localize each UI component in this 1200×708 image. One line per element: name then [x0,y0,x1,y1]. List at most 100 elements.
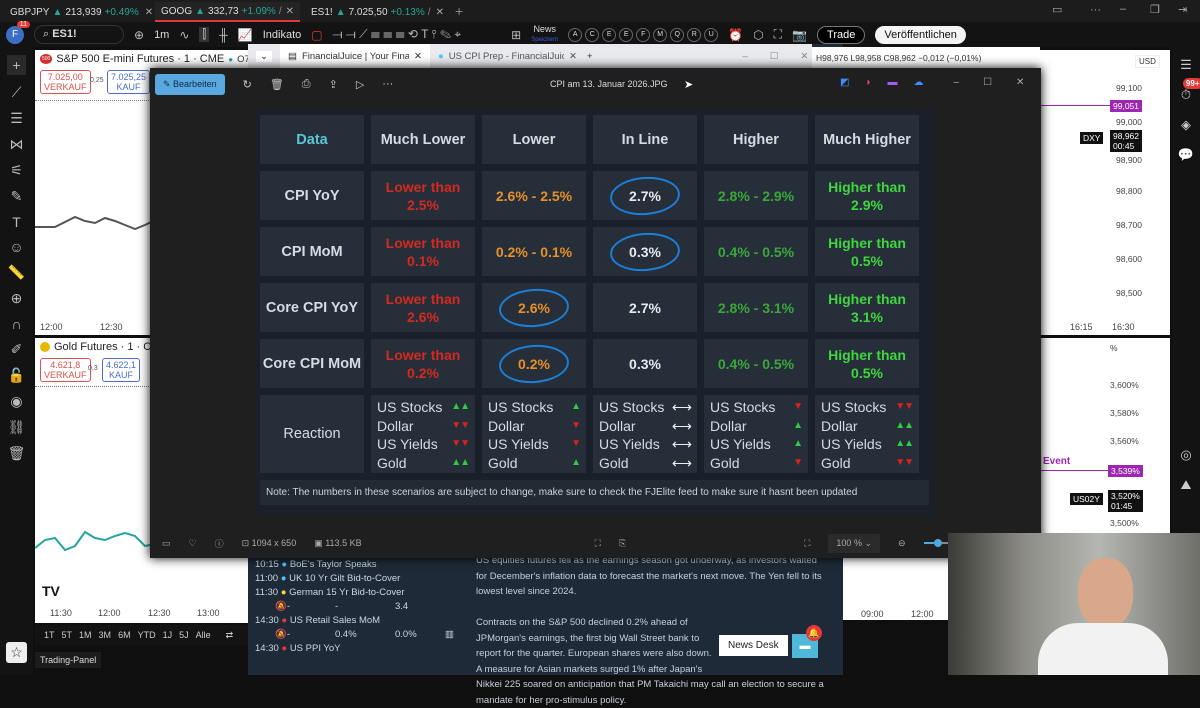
indicators-icon[interactable]: 📈 [237,27,253,42]
zoom-select[interactable]: 100 % ⌄ [828,533,880,553]
tab-list-icon[interactable]: ⌄ [256,50,272,62]
browser-tab-financialjuice[interactable]: ▤ FinancialJuice | Your Financial U ✕ [279,44,430,68]
watchlist-icon[interactable]: ☰ [1180,57,1192,72]
settings-icon[interactable]: ⬡ [753,27,764,42]
line-tools-icon[interactable]: ⟞ ⟞ ⟋ ☰ ☰ ☰ ⟲ T ⫯ ✎ ⌖ [332,27,462,41]
rotate-icon[interactable]: ↻ [242,78,252,91]
new-tab-icon[interactable]: + [586,50,593,62]
range-button[interactable]: YTD [137,630,156,640]
filmstrip-icon[interactable]: ▭ [162,537,171,548]
calendar-event[interactable]: 11:30 ● German 15 Yr Bid-to-Cover [255,586,470,600]
maximize-icon[interactable]: ☐ [983,77,993,88]
restore-icon[interactable]: ❐ [1150,4,1160,16]
edit-button[interactable]: ✎ Bearbeiten [155,73,225,95]
lower-chart[interactable]: 09:00 12:00 [843,555,948,620]
range-button[interactable]: Alle [195,630,211,640]
crosshair-icon[interactable]: + [7,55,26,75]
clipchamp-icon[interactable]: ◗ [865,77,872,88]
sell-button[interactable]: 4.621,8 VERKAUF [40,358,91,382]
text-icon[interactable]: T [12,214,21,230]
new-tab-icon[interactable]: + [455,3,464,19]
delete-icon[interactable]: 🗑 [269,78,284,91]
filter-letter-button[interactable]: E [602,27,617,42]
minimize-icon[interactable]: – [1120,3,1127,15]
close-icon[interactable]: ✕ [144,6,152,18]
exit-icon[interactable]: ⇥ [1178,4,1188,16]
more-icon[interactable]: ··· [1090,4,1101,16]
link-icon[interactable]: ⛓ [7,419,26,435]
fit-icon[interactable]: ⛶ [804,537,811,548]
fullscreen-icon[interactable]: ⛶ [773,27,783,41]
close-icon[interactable]: ✕ [414,50,422,62]
range-button[interactable]: 5J [179,630,189,640]
slideshow-icon[interactable]: ▷ [355,78,365,91]
camera-icon[interactable]: 📷 [792,27,808,42]
close-window-icon[interactable]: ✕ [800,50,809,62]
fib-icon[interactable]: ☰ [10,110,23,126]
browser-tab-es1[interactable]: ES1!▲7.025,50+0.13%/ New✕ [311,6,444,18]
filter-letter-button[interactable]: A [568,27,583,42]
mute-icon[interactable]: 🔕- [275,601,291,612]
trade-button[interactable]: Trade [817,25,866,44]
trendline-icon[interactable]: ⟋ [11,84,22,100]
range-button[interactable]: 1J [162,630,173,640]
designer-icon[interactable]: ◩ [840,77,850,88]
projection-icon[interactable]: ⚟ [10,162,23,178]
filter-letter-button[interactable]: F [636,27,651,42]
range-button[interactable]: 3M [98,630,112,640]
candles-icon[interactable]: ⫿ [199,27,210,42]
info-icon[interactable]: ⓘ [214,538,224,549]
date-range-icon[interactable]: ⇄ [225,629,234,640]
copilot-icon[interactable]: ▬ [887,77,898,88]
alerts-icon[interactable]: ⏱ 99+ [1181,78,1200,103]
news-button[interactable]: News Speichern [531,24,558,45]
trash-icon[interactable]: 🗑 [7,445,26,461]
chat-icon[interactable]: 💬 [1177,147,1195,162]
calendar-event[interactable]: 14:30 ● US Retail Sales MoM [255,614,470,628]
us02y-chart[interactable]: % 3,600% 3,580% 3,560% Event 3,539% US02… [1040,338,1170,533]
target-icon[interactable]: ◎ [1180,447,1192,462]
browser-tab-goog[interactable]: GOOG▲332,73+1.09%/ Equ✕ [155,2,300,22]
add-symbol-icon[interactable]: ⊕ [134,27,145,42]
text-scan-icon[interactable]: ⎘ [618,537,627,548]
filter-letter-button[interactable]: C [585,27,600,42]
bars-icon[interactable]: ╫ [219,27,228,42]
calendar-event[interactable]: 14:30 ● US PPI YoY [255,642,470,656]
alert-icon[interactable]: ⏰ [728,27,744,42]
bell-icon[interactable]: 🔔 [806,625,822,641]
range-button[interactable]: 1T [44,630,55,640]
close-icon[interactable]: ✕ [1016,77,1025,88]
favorites-icon[interactable]: ☆ [6,642,27,663]
close-icon[interactable]: ✕ [569,50,577,62]
indicators-button[interactable]: Indikato [262,28,302,41]
rectangle-tool-icon[interactable]: ▢ [311,27,323,42]
trading-panel-tab[interactable]: Trading-Panel [35,652,102,668]
lock-icon[interactable]: 🔓 [7,367,26,383]
brush-icon[interactable]: ✎ [10,188,23,204]
more-icon[interactable]: ··· [382,78,394,90]
zoom-out-icon[interactable]: ⊖ [898,537,906,548]
filter-letter-button[interactable]: U [704,27,719,42]
browser-tab-gbpjpy[interactable]: GBPJPY▲213,939+0.49%/✕ [10,6,152,18]
avatar[interactable]: F 11 [6,20,30,44]
browser-tab-cpi-prep[interactable]: ● US CPI Prep - FinancialJuice ✕ [430,51,585,62]
onedrive-icon[interactable]: ☁ [913,77,924,88]
lock-drawing-icon[interactable]: ✐ [10,341,23,357]
print-icon[interactable]: ⎙ [301,77,311,90]
close-icon[interactable]: ✕ [435,6,444,18]
dxy-chart[interactable]: USD 99,051 99,100 99,000 DXY 98,962 00:45… [1040,50,1170,335]
scan-icon[interactable]: ⛶ [594,537,601,548]
sell-button[interactable]: 7.025,00 VERKAUF [40,70,91,94]
maximize-icon[interactable]: ☐ [769,50,779,62]
emoji-icon[interactable]: ☺ [9,239,24,255]
calendar-event[interactable]: 10:15 ● BoE's Taylor Speaks [255,558,470,572]
publish-button[interactable]: Veröffentlichen [875,25,966,44]
chart-icon[interactable]: ▥ [445,629,454,640]
filter-letter-button[interactable]: Q [670,27,685,42]
share-icon[interactable]: ⇪ [328,78,338,91]
filter-letter-button[interactable]: R [687,27,702,42]
filter-letter-button[interactable]: E [619,27,634,42]
interval-button[interactable]: 1m [154,28,170,41]
range-button[interactable]: 5T [61,630,73,640]
buy-button[interactable]: 4.622,1 KAUF [102,358,141,382]
